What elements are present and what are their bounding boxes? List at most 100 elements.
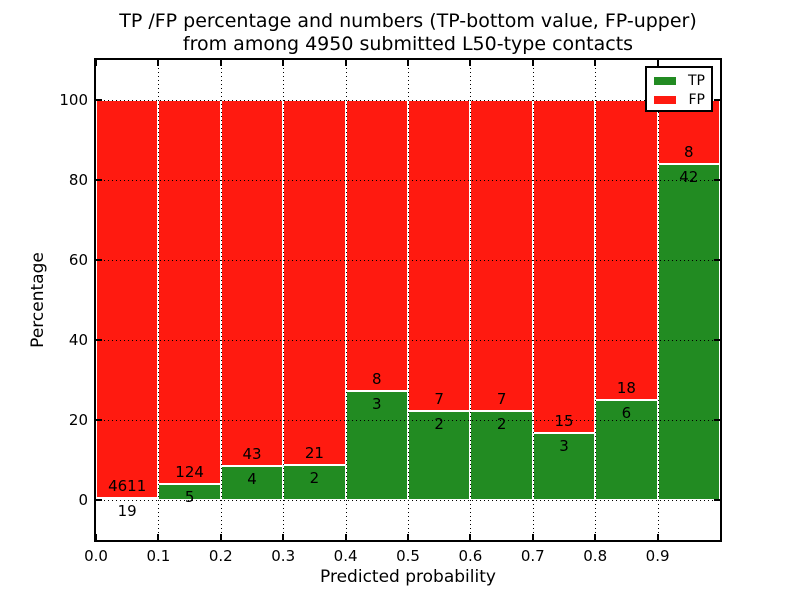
tp-bar-segment: [532, 433, 596, 500]
tp-bar-segment: [595, 400, 658, 500]
tp-count-label: 3: [559, 437, 569, 456]
plot-area: 4611 19 124 5 43 4 21 2 8 3 7 2 7 2 15 3 18 6 8 42: [94, 58, 722, 542]
x-tick-label: 0.1: [146, 547, 171, 565]
tp-count-label: 2: [309, 469, 320, 488]
tp-count-label: 2: [434, 415, 444, 434]
chart-title-line2: from among 4950 submitted L50-type conta…: [182, 33, 634, 55]
x-tick-label: 0.2: [208, 547, 233, 565]
tp-bar-segment: [657, 164, 720, 500]
y-tick-mark: [96, 99, 102, 101]
y-tick-mark-right: [714, 339, 720, 341]
tp-count-label: 5: [184, 488, 195, 507]
y-tick-label: 80: [68, 171, 88, 189]
x-tick-mark: [407, 534, 409, 540]
x-axis-label: Predicted probability: [320, 567, 496, 587]
legend-row-fp: FP: [654, 90, 705, 109]
x-tick-mark: [219, 534, 222, 540]
x-tick-label: 0.0: [84, 547, 108, 565]
y-tick-label: 0: [78, 491, 88, 509]
fp-bar-segment: [532, 100, 596, 434]
x-tick-mark-top: [469, 60, 472, 66]
fp-count-label: 4611: [108, 477, 147, 496]
tp-bar-segment: [408, 411, 471, 500]
x-tick-mark-top: [407, 60, 409, 66]
x-tick-label: 0.3: [271, 547, 296, 565]
vertical-gridline: [470, 60, 472, 540]
x-tick-mark: [95, 534, 97, 540]
x-tick-mark-top: [531, 60, 534, 66]
y-tick-mark: [96, 339, 102, 341]
x-tick-mark: [469, 534, 472, 540]
y-tick-mark: [96, 499, 102, 501]
vertical-gridline: [657, 60, 659, 540]
tp-legend-label: TP: [688, 72, 705, 89]
x-tick-mark-top: [282, 60, 285, 66]
fp-count-label: 15: [554, 412, 574, 431]
x-tick-mark-top: [656, 60, 659, 66]
y-tick-mark-right: [714, 99, 720, 101]
fp-count-label: 18: [616, 379, 636, 397]
fp-legend-swatch: [654, 95, 676, 104]
y-tick-mark-right: [714, 259, 720, 261]
x-tick-label: 0.7: [520, 547, 545, 565]
tp-count-label: 2: [496, 415, 507, 434]
x-tick-mark: [344, 534, 347, 540]
y-tick-mark: [96, 179, 102, 181]
legend: TP FP: [645, 66, 713, 112]
chart-title: TP /FP percentage and numbers (TP-bottom…: [96, 10, 720, 56]
vertical-gridline: [408, 60, 409, 540]
y-tick-mark-right: [714, 499, 720, 501]
x-tick-mark: [656, 534, 659, 540]
fp-count-label: 8: [372, 369, 382, 388]
fp-count-label: 124: [175, 463, 204, 482]
annotations-layer: 4611 19 124 5 43 4 21 2 8 3 7 2 7 2 15 3 18 6 8 42: [96, 60, 720, 540]
tick-marks-layer: [95, 60, 720, 540]
y-tick-mark-right: [714, 179, 720, 181]
x-tick-mark-top: [594, 60, 597, 66]
y-tick-mark-right: [714, 419, 720, 421]
vertical-gridline: [283, 60, 285, 540]
x-tick-label: 0.4: [333, 547, 358, 565]
x-tick-mark-top: [344, 60, 347, 66]
tp-count-label: 4: [247, 469, 257, 488]
vertical-gridline: [532, 60, 534, 540]
x-tick-mark: [531, 534, 534, 540]
x-tick-mark: [594, 534, 597, 540]
grid-layer: [96, 60, 720, 540]
fp-count-label: 8: [684, 143, 694, 161]
fp-legend-label: FP: [688, 91, 706, 108]
chart-title-line1: TP /FP percentage and numbers (TP-bottom…: [119, 10, 697, 32]
fp-bar-segment: [96, 100, 159, 499]
x-tick-mark-top: [95, 60, 97, 66]
fp-bar-segment: [595, 100, 658, 400]
fp-bar-segment: [345, 100, 408, 391]
tp-legend-swatch: [654, 76, 676, 85]
x-tick-label: 0.5: [396, 547, 420, 565]
tp-count-label: 19: [117, 502, 137, 521]
y-tick-label: 20: [68, 411, 88, 429]
x-tick-mark-top: [219, 60, 222, 66]
vertical-gridline: [595, 60, 597, 540]
y-tick-label: 100: [59, 91, 88, 109]
x-tick-mark-top: [157, 60, 160, 66]
tp-count-label: 42: [679, 168, 699, 186]
y-tick-mark: [96, 419, 102, 421]
x-tick-label: 0.9: [645, 547, 670, 565]
fp-count-label: 7: [496, 390, 507, 409]
x-tick-mark: [157, 534, 160, 540]
x-tick-label: 0.6: [458, 547, 483, 565]
x-tick-label: 0.8: [583, 547, 608, 565]
x-tick-mark: [282, 534, 285, 540]
tp-count-label: 6: [621, 404, 632, 422]
y-tick-label: 40: [68, 331, 88, 349]
legend-row-tp: TP: [654, 71, 705, 90]
y-tick-label: 60: [68, 251, 88, 269]
fp-count-label: 7: [434, 390, 444, 409]
fp-count-label: 43: [242, 444, 262, 463]
tp-count-label: 3: [372, 394, 382, 413]
fp-count-label: 21: [304, 444, 324, 463]
vertical-gridline: [345, 60, 347, 540]
vertical-gridline: [158, 60, 160, 540]
bars-layer: [96, 60, 720, 540]
